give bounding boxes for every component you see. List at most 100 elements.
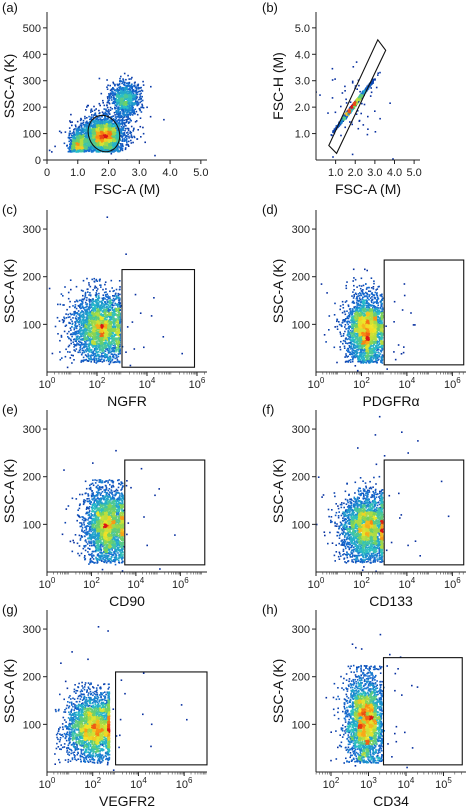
event-dot [121, 100, 124, 103]
event-dot [117, 89, 119, 91]
event-dot [100, 144, 103, 147]
event-dot [122, 79, 125, 81]
event-dot [133, 127, 135, 130]
event-dot [94, 124, 96, 127]
event-dot [68, 140, 70, 143]
event-dot [109, 127, 112, 129]
event-dot [109, 148, 111, 150]
event-dot [76, 134, 79, 136]
event-dot [141, 106, 144, 109]
event-dot [76, 140, 79, 143]
event-dot [95, 108, 97, 110]
event-dot [90, 116, 92, 118]
event-dot [105, 109, 107, 112]
event-dot [96, 137, 98, 139]
event-dot [117, 145, 120, 147]
event-dot [76, 131, 79, 134]
event-dot [154, 154, 156, 157]
event-dot [135, 86, 138, 88]
event-dot [68, 132, 71, 135]
event-dot [71, 141, 74, 144]
event-dot [94, 133, 96, 135]
event-dot [114, 123, 116, 126]
event-dot [114, 130, 117, 132]
event-dot [110, 149, 112, 151]
y-tick-label: 400 [23, 49, 41, 61]
event-dot [97, 138, 100, 140]
event-dot [96, 121, 98, 123]
event-dot [100, 148, 103, 150]
event-dot [129, 97, 131, 99]
event-dot [140, 89, 143, 92]
event-dot [106, 144, 109, 147]
event-dot [97, 118, 100, 121]
event-dot [124, 139, 126, 142]
event-dot [128, 140, 130, 143]
event-dot [74, 134, 77, 137]
event-dot [104, 138, 106, 141]
event-dot [142, 80, 144, 83]
event-dot [102, 113, 105, 115]
event-dot [74, 124, 77, 126]
event-dot [80, 133, 82, 136]
event-dot [117, 110, 120, 113]
event-dot [124, 147, 127, 149]
event-dot [121, 91, 124, 94]
event-dot [103, 119, 106, 121]
event-dot [137, 129, 139, 131]
event-dot [111, 130, 114, 132]
event-dot [141, 104, 144, 107]
event-dot [110, 140, 112, 143]
event-dot [107, 149, 110, 151]
event-dot [117, 95, 119, 98]
event-dot [124, 122, 126, 124]
event-dot [112, 122, 114, 125]
event-dot [128, 90, 131, 93]
event-dot [120, 92, 122, 95]
event-dot [99, 130, 102, 133]
event-dot [103, 146, 105, 148]
event-dot [98, 135, 100, 137]
event-dot [119, 90, 122, 92]
event-dot [129, 130, 132, 133]
event-dot [120, 130, 122, 133]
x-tick-label: 0 [44, 167, 50, 179]
event-dot [120, 114, 123, 117]
event-dot [114, 83, 116, 86]
event-dot [109, 130, 111, 133]
event-dot [101, 111, 104, 113]
x-axis-label: FSC-A (M) [94, 181, 160, 197]
event-dot [130, 95, 133, 97]
event-dot [123, 113, 125, 116]
event-dot [89, 126, 91, 129]
event-dot [117, 106, 120, 108]
event-dot [78, 132, 81, 134]
event-dot [123, 83, 126, 85]
event-dot [72, 135, 74, 138]
event-dot [101, 132, 103, 134]
event-dot [107, 130, 109, 133]
event-dot [139, 90, 141, 92]
event-dot [121, 89, 123, 92]
event-dot [115, 127, 117, 129]
event-dot [125, 139, 127, 141]
event-dot [135, 110, 138, 113]
event-dot [67, 147, 69, 149]
event-dot [111, 99, 113, 101]
event-dot [90, 134, 92, 136]
event-dot [105, 113, 107, 116]
event-dot [103, 127, 105, 130]
event-dot [88, 145, 90, 147]
event-dot [97, 141, 100, 144]
event-dot [93, 147, 95, 150]
event-dot [107, 112, 110, 114]
event-dot [139, 95, 142, 97]
event-dot [132, 112, 135, 115]
event-dot [76, 150, 78, 153]
event-dot [140, 92, 142, 95]
event-dot [92, 139, 94, 141]
event-dot [110, 137, 112, 140]
event-dot [101, 116, 103, 118]
event-dot [102, 99, 104, 102]
event-dot [85, 121, 87, 124]
